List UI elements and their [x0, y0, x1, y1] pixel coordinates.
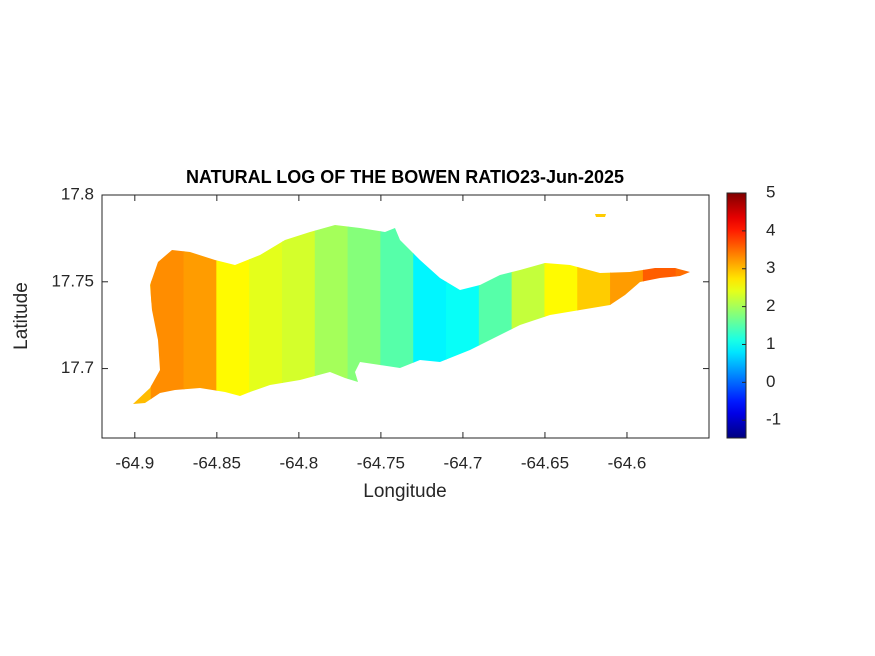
y-tick-label: 17.75 — [51, 271, 94, 290]
field-strip — [281, 214, 316, 404]
field-strip — [675, 214, 690, 404]
field-strip — [577, 214, 612, 404]
field-strip — [150, 214, 185, 404]
colorbar-tick-label: 3 — [766, 258, 775, 277]
x-tick-label: -64.85 — [193, 453, 241, 472]
field-strip — [446, 214, 480, 404]
colorbar — [726, 192, 747, 439]
field — [133, 214, 690, 404]
field-strip — [511, 214, 546, 404]
x-tick-label: -64.65 — [521, 453, 569, 472]
y-axis-label: Latitude — [11, 282, 32, 350]
field-strip — [413, 214, 448, 404]
field-strip — [314, 214, 349, 404]
field-strip — [216, 214, 251, 404]
field-strip — [183, 214, 218, 404]
field-strip — [478, 214, 513, 404]
field-strip — [544, 214, 579, 404]
colorbar-tick-label: 0 — [766, 372, 775, 391]
colorbar-tick-label: 1 — [766, 334, 775, 353]
field-strip — [610, 214, 644, 404]
x-axis-label: Longitude — [363, 481, 446, 502]
y-tick-label: 17.8 — [61, 184, 94, 203]
chart-title: NATURAL LOG OF THE BOWEN RATIO23-Jun-202… — [186, 167, 624, 187]
field-strip — [133, 214, 152, 404]
field-strip — [642, 214, 677, 404]
colorbar-tick-label: 5 — [766, 182, 775, 201]
x-tick-label: -64.75 — [357, 453, 405, 472]
colorbar-tick-label: -1 — [766, 410, 781, 429]
x-tick-label: -64.7 — [444, 453, 483, 472]
field-strip — [347, 214, 382, 404]
field-strip — [380, 214, 415, 404]
x-tick-label: -64.9 — [115, 453, 154, 472]
colorbar-tick-label: 4 — [766, 220, 775, 239]
colorbar-tick-label: 2 — [766, 296, 775, 315]
plot-frame — [101, 194, 710, 439]
x-tick-label: -64.6 — [608, 453, 647, 472]
x-tick-label: -64.8 — [279, 453, 318, 472]
y-tick-label: 17.7 — [61, 358, 94, 377]
field-strip — [249, 214, 283, 404]
